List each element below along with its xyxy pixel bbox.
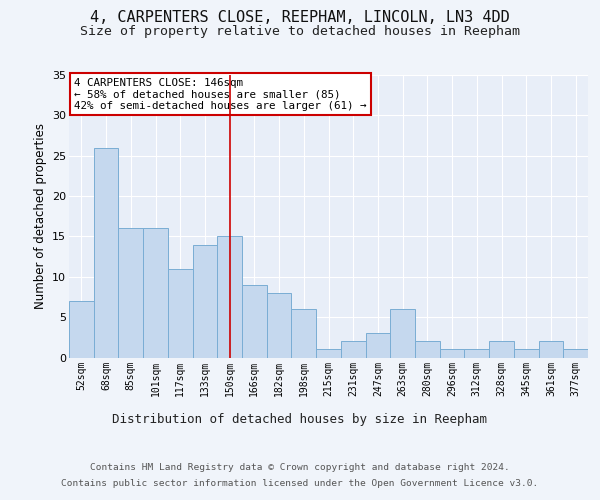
Bar bbox=[193, 244, 217, 358]
Text: Size of property relative to detached houses in Reepham: Size of property relative to detached ho… bbox=[80, 25, 520, 38]
Bar bbox=[267, 293, 292, 358]
Text: Contains public sector information licensed under the Open Government Licence v3: Contains public sector information licen… bbox=[61, 479, 539, 488]
Bar bbox=[415, 342, 440, 357]
Bar bbox=[168, 268, 193, 358]
Bar bbox=[390, 309, 415, 358]
Bar bbox=[489, 342, 514, 357]
Bar bbox=[539, 342, 563, 357]
Bar bbox=[118, 228, 143, 358]
Bar bbox=[69, 301, 94, 358]
Bar bbox=[94, 148, 118, 358]
Bar bbox=[143, 228, 168, 358]
Bar bbox=[365, 334, 390, 357]
Bar bbox=[292, 309, 316, 358]
Bar bbox=[242, 285, 267, 358]
Text: Distribution of detached houses by size in Reepham: Distribution of detached houses by size … bbox=[113, 412, 487, 426]
Text: Contains HM Land Registry data © Crown copyright and database right 2024.: Contains HM Land Registry data © Crown c… bbox=[90, 462, 510, 471]
Bar bbox=[440, 350, 464, 358]
Bar bbox=[514, 350, 539, 358]
Bar bbox=[217, 236, 242, 358]
Bar bbox=[563, 350, 588, 358]
Bar bbox=[464, 350, 489, 358]
Text: 4 CARPENTERS CLOSE: 146sqm
← 58% of detached houses are smaller (85)
42% of semi: 4 CARPENTERS CLOSE: 146sqm ← 58% of deta… bbox=[74, 78, 367, 111]
Text: 4, CARPENTERS CLOSE, REEPHAM, LINCOLN, LN3 4DD: 4, CARPENTERS CLOSE, REEPHAM, LINCOLN, L… bbox=[90, 10, 510, 25]
Bar bbox=[341, 342, 365, 357]
Y-axis label: Number of detached properties: Number of detached properties bbox=[34, 123, 47, 309]
Bar bbox=[316, 350, 341, 358]
